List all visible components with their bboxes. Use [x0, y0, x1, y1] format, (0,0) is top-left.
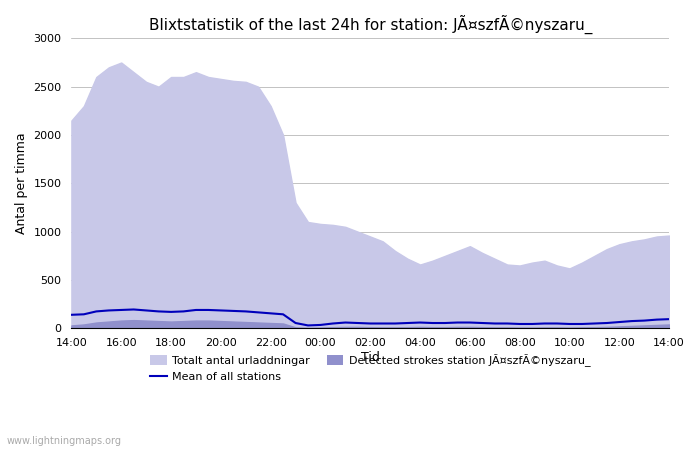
Legend: Totalt antal urladdningar, Mean of all stations, Detected strokes station JÃ¤szf: Totalt antal urladdningar, Mean of all s… [146, 350, 595, 387]
Y-axis label: Antal per timma: Antal per timma [15, 132, 28, 234]
Text: www.lightningmaps.org: www.lightningmaps.org [7, 436, 122, 446]
X-axis label: Tid: Tid [360, 351, 379, 364]
Title: Blixtstatistik of the last 24h for station: JÃ¤szfÃ©nyszaru_: Blixtstatistik of the last 24h for stati… [148, 15, 592, 34]
